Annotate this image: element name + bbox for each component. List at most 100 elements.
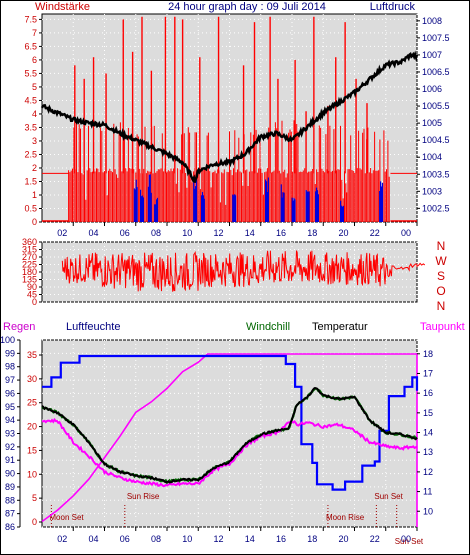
y-tick-label: 135: [22, 275, 37, 285]
y-tick-label: 99: [5, 348, 15, 358]
x-tick-label: 06: [120, 228, 130, 238]
x-tick-label: 10: [182, 228, 192, 238]
wind-gust-series: [133, 174, 384, 222]
legend-taupunkt: Taupunkt: [420, 321, 465, 333]
dewpoint-series: [41, 417, 418, 488]
y-tick-label: 0: [32, 297, 37, 307]
pressure-axis: 1002.5 1003 1003.5 1004 1004.5 1005 1005.5 1006…: [417, 16, 450, 213]
x-tick-label: 14: [245, 534, 255, 544]
compass-label: N: [437, 239, 446, 253]
y-tick-label: 12: [423, 467, 433, 477]
y-tick-label: 30: [27, 374, 37, 384]
legend-temperatur: Temperatur: [312, 321, 368, 333]
y-tick-label: 3.5: [24, 122, 37, 132]
y-tick-label: 1.5: [24, 176, 37, 186]
y-tick-label: 3: [32, 136, 37, 146]
y-tick-label: 90: [5, 469, 15, 479]
sun-moon-annotations: Moon Set Sun Rise Moon Rise Sun Set Sun Set: [49, 492, 424, 546]
y-tick-label: 1003.5: [422, 169, 450, 179]
compass-label: O: [436, 284, 445, 298]
x-tick-label: 02: [57, 228, 67, 238]
y-tick-label: 97: [5, 375, 15, 385]
y-tick-label: 1006: [422, 84, 442, 94]
y-tick-label: 94: [5, 415, 15, 425]
y-tick-label: 90: [27, 282, 37, 292]
x-tick-label: 22: [370, 534, 380, 544]
wind-direction-series: [61, 250, 426, 292]
y-tick-label: 25: [27, 398, 37, 408]
y-tick-label: 89: [5, 482, 15, 492]
y-tick-label: 4.5: [24, 95, 37, 105]
temperature-series: [41, 387, 418, 484]
y-tick-label: 17: [423, 368, 433, 378]
y-tick-label: 7: [32, 28, 37, 38]
x-tick-label: 20: [338, 534, 348, 544]
wind-speed-label: Windstärke: [35, 1, 90, 13]
wind-speed-axis: 0 0.5 1 1.5 2 2.5 3 3.5 4 4.5 5 5.5 6 6.5 7 7.5: [24, 14, 42, 227]
y-tick-label: 0: [32, 217, 37, 227]
y-tick-label: 15: [423, 408, 433, 418]
annotation-label: Moon Set: [49, 513, 84, 522]
y-tick-label: 1005: [422, 118, 442, 128]
y-tick-label: 96: [5, 388, 15, 398]
y-tick-label: 180: [22, 267, 37, 277]
x-tick-label: 00: [401, 534, 411, 544]
y-tick-label: 35: [27, 350, 37, 360]
y-tick-label: 360: [22, 237, 37, 247]
page-title: 24 hour graph day : 09 Juli 2014: [168, 1, 326, 13]
wind-pressure-chart: 00.511.522.533.544.555.566.577.5 1002.51…: [24, 13, 450, 238]
y-tick-label: 11: [423, 487, 432, 497]
x-tick-label: 16: [276, 228, 286, 238]
rain-axis: 0 5 10 15 20 25 30 35: [27, 350, 42, 527]
annotation-label: Sun Set: [374, 492, 403, 501]
y-tick-label: 45: [27, 290, 37, 300]
y-tick-label: 6: [32, 55, 37, 65]
y-tick-label: 20: [27, 422, 37, 432]
y-tick-label: 1: [32, 190, 37, 200]
x-tick-label: 16: [276, 534, 286, 544]
y-tick-label: 7.5: [24, 14, 37, 24]
y-tick-label: 1003: [422, 186, 442, 196]
y-tick-label: 16: [423, 388, 433, 398]
y-tick-label: 1002.5: [422, 203, 450, 213]
y-tick-label: 14: [423, 428, 433, 438]
y-tick-label: 100: [0, 335, 15, 345]
x-tick-label: 12: [213, 228, 223, 238]
y-tick-label: 225: [22, 260, 37, 270]
wind-pressure-time-axis: 02 04 06 08 10 12 14 16 18 20 22 00: [57, 222, 418, 238]
compass-label: W: [435, 254, 447, 268]
legend-regen: Regen: [3, 321, 35, 333]
y-tick-label: 10: [423, 506, 433, 516]
x-tick-label: 08: [151, 534, 161, 544]
x-tick-label: 20: [338, 228, 348, 238]
y-tick-label: 15: [27, 445, 37, 455]
legend-windchill: Windchill: [246, 321, 290, 333]
y-tick-label: 0: [32, 517, 37, 527]
temperature-time-axis: 02 04 06 08 10 12 14 16 18 20 22 00: [57, 527, 418, 544]
y-tick-label: 6.5: [24, 41, 37, 51]
y-tick-label: 5: [32, 82, 37, 92]
y-tick-label: 270: [22, 252, 37, 262]
y-tick-label: 2.5: [24, 149, 37, 159]
y-tick-label: 1007.5: [422, 33, 450, 43]
pressure-series: [40, 50, 419, 183]
y-tick-label: 95: [5, 402, 15, 412]
x-tick-label: 22: [370, 228, 380, 238]
y-tick-label: 10: [27, 469, 37, 479]
y-tick-label: 87: [5, 509, 15, 519]
x-tick-label: 00: [401, 228, 411, 238]
y-tick-label: 13: [423, 447, 433, 457]
wind-direction-grid: [42, 241, 418, 303]
x-tick-label: 18: [307, 228, 317, 238]
x-tick-label: 14: [245, 228, 255, 238]
x-tick-label: 06: [120, 534, 130, 544]
x-tick-label: 10: [182, 534, 192, 544]
x-tick-label: 02: [57, 534, 67, 544]
y-tick-label: 1007: [422, 50, 442, 60]
compass-label: S: [437, 269, 445, 283]
y-tick-label: 86: [5, 522, 15, 532]
